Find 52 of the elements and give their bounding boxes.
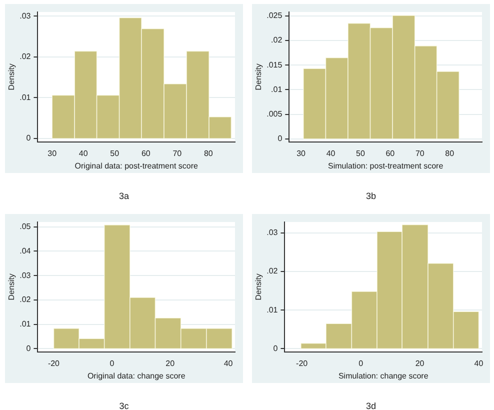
y-axis-title: Density bbox=[254, 274, 264, 300]
x-tick-label: 60 bbox=[141, 148, 151, 158]
text: 3d bbox=[364, 401, 377, 410]
x-tick-label: 70 bbox=[415, 148, 425, 158]
x-tick-label: 40 bbox=[78, 148, 88, 158]
y-tick-label: .02 bbox=[20, 295, 32, 304]
x-tick-label: 50 bbox=[110, 148, 120, 158]
y-tick-label: .02 bbox=[271, 36, 283, 45]
x-tick-label: 30 bbox=[48, 148, 58, 158]
x-tick-label: 20 bbox=[415, 358, 425, 368]
x-tick-label: 0 bbox=[110, 358, 115, 368]
x-tick-label: 80 bbox=[445, 148, 455, 158]
y-tick-label: .025 bbox=[266, 11, 283, 20]
x-tick-label: -20 bbox=[296, 358, 308, 368]
y-tick-label: .02 bbox=[20, 52, 32, 62]
x-tick-label: 40 bbox=[474, 358, 484, 368]
y-tick-label: .01 bbox=[266, 305, 278, 314]
x-tick-label: 40 bbox=[326, 148, 336, 158]
x-tick-label: 50 bbox=[356, 148, 366, 158]
y-tick-label: .005 bbox=[266, 109, 283, 118]
x-tick-label: 40 bbox=[224, 358, 234, 368]
y-axis-title: Density bbox=[7, 274, 16, 300]
y-tick-label: .04 bbox=[20, 246, 32, 256]
y-tick-label: .015 bbox=[266, 60, 283, 70]
x-axis-title: Simulation: post-treatment score bbox=[328, 161, 444, 170]
y-tick-label: .03 bbox=[266, 228, 278, 238]
x-tick-label: 0 bbox=[358, 358, 364, 368]
x-axis-title: Original data: change score bbox=[87, 371, 186, 380]
y-tick-label: 0 bbox=[278, 134, 283, 144]
x-axis-title: Original data: post-treatment score bbox=[74, 161, 198, 170]
y-axis-title: Density bbox=[254, 64, 264, 90]
x-tick-label: -20 bbox=[48, 358, 60, 368]
text: 3c bbox=[118, 401, 130, 410]
y-tick-label: .01 bbox=[20, 319, 32, 328]
y-tick-label: .05 bbox=[20, 222, 32, 232]
y-tick-label: 0 bbox=[26, 134, 32, 143]
x-tick-label: 80 bbox=[204, 148, 214, 158]
text: 3a bbox=[118, 191, 130, 201]
x-axis-title: Simulation: change score bbox=[338, 371, 429, 380]
y-tick-label: 0 bbox=[273, 344, 278, 353]
x-tick-label: 60 bbox=[386, 148, 396, 158]
x-tick-label: 70 bbox=[172, 148, 182, 158]
x-tick-label: 20 bbox=[166, 358, 176, 368]
y-tick-label: .03 bbox=[20, 270, 32, 280]
text: 3b bbox=[364, 191, 377, 201]
y-tick-label: .03 bbox=[20, 11, 32, 20]
y-tick-label: .01 bbox=[20, 92, 32, 102]
y-tick-label: .01 bbox=[271, 84, 283, 94]
y-axis-title: Density bbox=[7, 64, 16, 90]
y-tick-label: 0 bbox=[26, 344, 32, 353]
y-tick-label: .02 bbox=[266, 266, 278, 276]
x-tick-label: 30 bbox=[296, 148, 306, 158]
